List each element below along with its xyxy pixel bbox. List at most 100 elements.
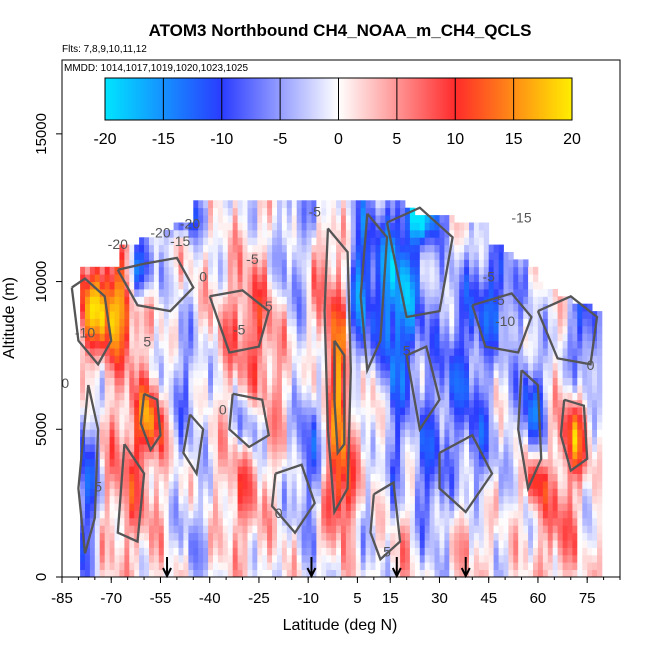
heat-cell	[547, 451, 554, 460]
heat-cell	[419, 436, 426, 445]
heat-cell	[252, 207, 258, 216]
heat-cell	[217, 296, 224, 305]
heat-cell	[385, 458, 391, 467]
heat-cell	[459, 325, 465, 334]
heat-cell	[291, 348, 298, 356]
heat-cell	[572, 311, 578, 319]
heat-cell	[557, 377, 563, 386]
heat-cell	[311, 311, 317, 319]
heat-cell	[316, 222, 322, 231]
heat-cell	[286, 325, 293, 334]
heat-cell	[227, 458, 234, 467]
heat-cell	[562, 488, 568, 497]
heat-cell	[247, 473, 253, 482]
heat-cell	[478, 466, 485, 474]
heat-cell	[434, 569, 440, 577]
heat-cell	[331, 407, 337, 415]
heat-cell	[385, 355, 391, 364]
heat-cell	[562, 325, 568, 334]
heat-cell	[331, 451, 337, 460]
heat-cell	[429, 281, 435, 290]
heat-cell	[572, 569, 578, 577]
heat-cell	[345, 333, 352, 342]
heat-cell	[439, 229, 445, 238]
heat-cell	[139, 510, 145, 519]
heat-cell	[414, 340, 421, 349]
heat-cell	[149, 355, 155, 364]
heat-cell	[473, 229, 480, 238]
heat-cell	[291, 259, 298, 268]
heat-cell	[139, 252, 145, 260]
heat-cell	[242, 488, 248, 497]
heat-cell	[301, 222, 307, 231]
heat-cell	[99, 466, 105, 474]
heat-cell	[80, 333, 86, 342]
heat-cell	[188, 348, 194, 356]
heat-cell	[213, 517, 219, 526]
heat-cell	[242, 407, 248, 415]
heat-cell	[163, 429, 170, 438]
heat-cell	[375, 296, 381, 305]
heat-cell	[296, 481, 302, 489]
heat-cell	[444, 532, 450, 541]
heat-cell	[178, 444, 184, 452]
heat-cell	[277, 318, 283, 327]
heat-cell	[513, 466, 519, 474]
heat-cell	[252, 333, 258, 342]
heat-cell	[252, 473, 258, 482]
heat-cell	[208, 385, 214, 393]
heat-cell	[296, 318, 302, 327]
heat-cell	[139, 385, 145, 393]
heat-cell	[582, 392, 588, 401]
heat-cell	[355, 414, 362, 423]
heat-cell	[213, 540, 219, 548]
heat-cell	[262, 547, 268, 556]
heat-cell	[355, 207, 362, 216]
heat-cell	[355, 407, 362, 415]
heat-cell	[547, 569, 554, 577]
heat-cell	[124, 325, 130, 334]
heat-cell	[370, 200, 376, 209]
heat-cell	[109, 385, 115, 393]
heat-cell	[429, 562, 435, 570]
heat-cell	[562, 517, 568, 526]
heat-cell	[272, 392, 278, 401]
heat-cell	[262, 392, 268, 401]
heat-cell	[375, 266, 381, 275]
heat-cell	[227, 362, 234, 371]
heat-cell	[85, 303, 91, 312]
heat-cell	[316, 266, 322, 275]
heat-cell	[99, 333, 105, 342]
heat-cell	[341, 333, 347, 342]
heat-cell	[242, 333, 248, 342]
heat-cell	[429, 385, 435, 393]
heat-cell	[316, 429, 322, 438]
heat-cell	[163, 407, 170, 415]
heat-cell	[242, 481, 248, 489]
heat-cell	[257, 503, 263, 511]
heat-cell	[306, 399, 312, 408]
heat-cell	[370, 207, 376, 216]
heat-cell	[444, 340, 450, 349]
heat-cell	[178, 362, 184, 371]
heat-cell	[528, 451, 534, 460]
heat-cell	[178, 436, 184, 445]
heat-cell	[272, 370, 278, 378]
heat-cell	[400, 547, 406, 556]
heat-cell	[178, 429, 184, 438]
heat-cell	[518, 569, 524, 577]
heat-cell	[419, 281, 426, 290]
heat-cell	[533, 340, 539, 349]
heat-cell	[134, 569, 140, 577]
heat-cell	[459, 414, 465, 423]
heat-cell	[355, 377, 362, 386]
heat-cell	[257, 229, 263, 238]
heat-cell	[281, 252, 288, 260]
heat-cell	[508, 473, 514, 482]
heat-cell	[163, 547, 170, 556]
heat-cell	[390, 200, 396, 209]
heat-cell	[134, 289, 140, 297]
heat-cell	[449, 525, 455, 534]
heat-cell	[163, 237, 170, 246]
heat-cell	[572, 525, 578, 534]
